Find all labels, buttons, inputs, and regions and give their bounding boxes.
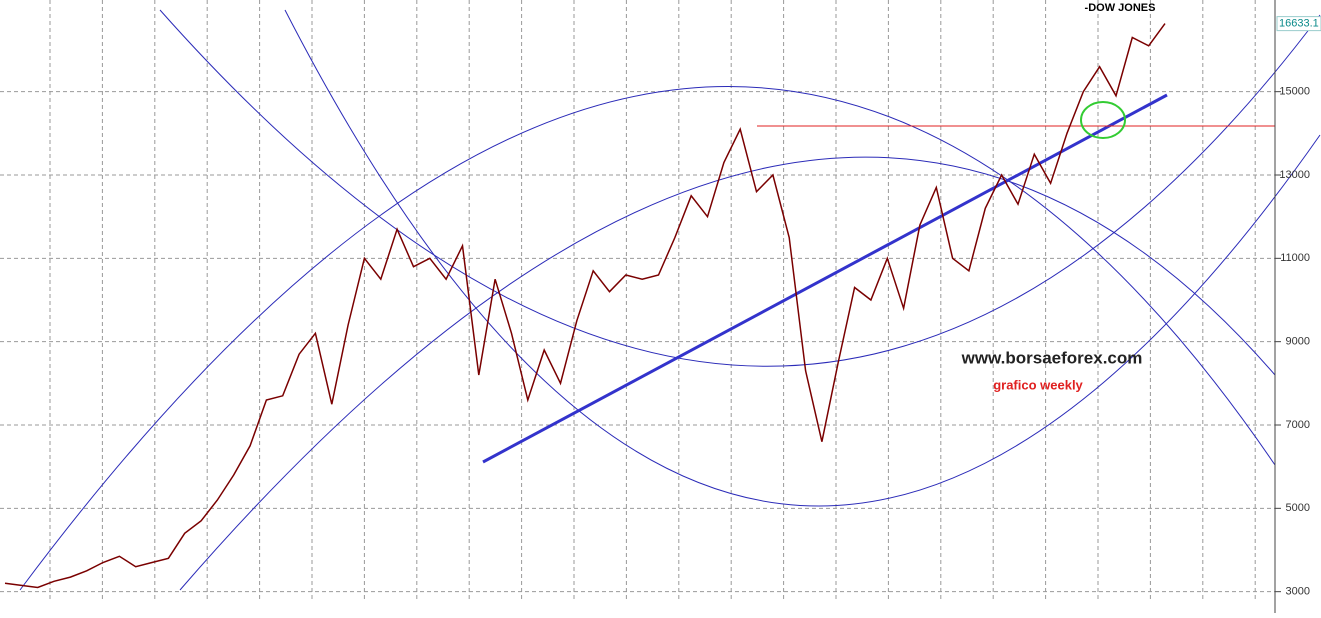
y-tick-label: 3000 — [1286, 586, 1310, 598]
highlight-circle — [1080, 101, 1126, 139]
y-tick-label: 11000 — [1280, 252, 1310, 264]
arc — [284, 9, 1321, 507]
price-line — [4, 23, 1166, 589]
series — [4, 23, 1166, 589]
y-tick-label: 15000 — [1279, 86, 1310, 98]
trendline — [482, 93, 1168, 464]
y-tick-label: 9000 — [1286, 336, 1310, 348]
arc — [19, 86, 1276, 591]
y-tick-label: 13000 — [1279, 169, 1310, 181]
last-value-label: 16633.1 — [1279, 18, 1319, 30]
watermark: www.borsaeforex.com — [961, 348, 1143, 367]
arc — [179, 156, 1276, 591]
last-value-box — [1276, 16, 1321, 32]
grid — [0, 0, 1275, 600]
annotation: grafico weekly — [993, 377, 1083, 392]
y-tick-label: 5000 — [1286, 502, 1310, 514]
y-tick-label: 7000 — [1286, 419, 1310, 431]
arc — [159, 9, 1321, 367]
chart-title: -DOW JONES — [1085, 2, 1156, 14]
